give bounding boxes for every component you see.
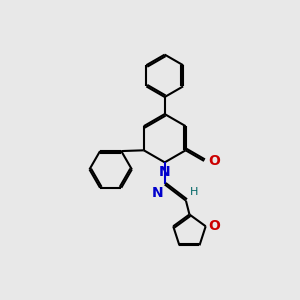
Text: N: N bbox=[159, 165, 170, 179]
Text: N: N bbox=[152, 186, 163, 200]
Text: O: O bbox=[208, 154, 220, 168]
Text: O: O bbox=[208, 219, 220, 233]
Text: H: H bbox=[190, 187, 198, 197]
